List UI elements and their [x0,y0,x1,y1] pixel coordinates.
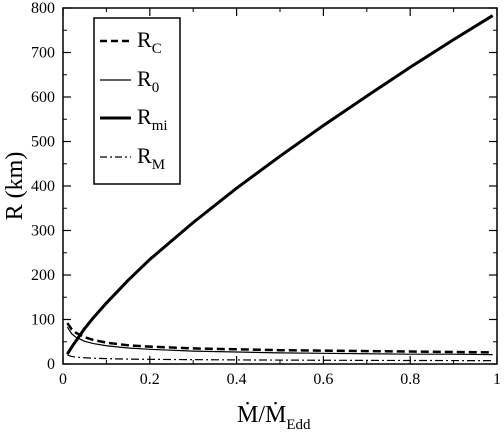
y-tick-label: 400 [31,178,55,195]
x-tick-label: 0.8 [400,371,420,388]
x-tick-label: 0.4 [227,371,247,388]
y-tick-label: 0 [47,356,55,373]
legend-label-r0: R0 [137,66,159,96]
x-tick-label: 1 [493,371,501,388]
plot-frame [62,7,498,365]
legend: RC R0 Rmi RM [93,17,181,185]
y-tick-label: 100 [31,312,55,329]
x-axis-title: Ṁ/ṀEdd [237,402,311,433]
legend-label-rc: RC [137,27,162,57]
x-axis-title-main: Ṁ/Ṁ [237,402,286,428]
legend-label-rmi: Rmi [137,104,168,134]
series-layer [66,14,494,362]
y-tick-label: 800 [31,0,55,17]
ticks-layer: 0 0.2 0.4 0.6 0.8 1 0 100 200 300 400 500 600 700 800 [31,0,501,388]
x-tick-label: 0.2 [140,371,160,388]
y-axis-title: R (km) [2,152,28,221]
y-tick-label: 300 [31,223,55,240]
x-tick-label: 0 [59,371,67,388]
y-tick-label: 700 [31,45,55,62]
legend-box [93,17,181,185]
y-tick-label: 600 [31,89,55,106]
series-line-r-mi [66,14,494,355]
x-tick-label: 0.6 [313,371,333,388]
series-line-r-m [67,354,493,362]
legend-label-rm: RM [137,143,165,173]
series-line-r-0 [66,326,493,356]
x-axis-title-sub: Edd [286,417,311,433]
y-tick-label: 500 [31,134,55,151]
y-tick-label: 200 [31,267,55,284]
